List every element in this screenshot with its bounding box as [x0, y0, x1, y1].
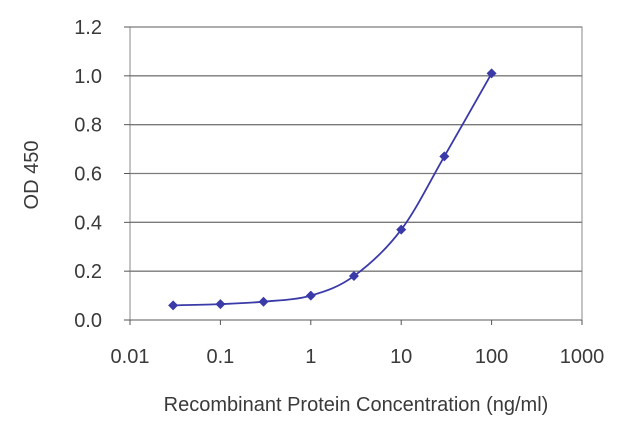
data-point-marker: [258, 296, 269, 307]
x-tick-label: 1000: [560, 346, 605, 368]
x-tick-label: 0.1: [206, 346, 234, 368]
y-tick-label: 0.6: [74, 164, 102, 186]
y-axis: 0.0 0.2 0.4 0.6 0.8 1.0 1.2: [74, 17, 130, 332]
x-tick-label: 100: [475, 346, 508, 368]
y-axis-title: OD 450: [21, 141, 43, 210]
y-tick-label: 1.0: [74, 66, 102, 88]
x-tick-label: 10: [390, 346, 412, 368]
y-tick-label: 0.2: [74, 261, 102, 283]
y-tick-label: 0.0: [74, 310, 102, 332]
data-point-marker: [305, 290, 316, 301]
x-tick-label: 1: [305, 346, 316, 368]
series-layer: [168, 68, 497, 311]
y-tick-label: 0.4: [74, 212, 102, 234]
data-point-marker: [396, 224, 407, 235]
data-point-marker: [348, 271, 359, 282]
x-axis-title: Recombinant Protein Concentration (ng/ml…: [164, 394, 549, 416]
data-point-marker: [486, 68, 497, 79]
data-point-marker: [168, 300, 179, 311]
data-point-marker: [215, 299, 226, 310]
y-tick-label: 1.2: [74, 17, 102, 39]
plot-area: [129, 26, 583, 321]
x-tick-label: 0.01: [111, 346, 150, 368]
x-axis: 0.01 0.1 1 10 100 1000: [111, 320, 605, 368]
data-point-marker: [439, 151, 450, 162]
y-tick-label: 0.8: [74, 115, 102, 137]
